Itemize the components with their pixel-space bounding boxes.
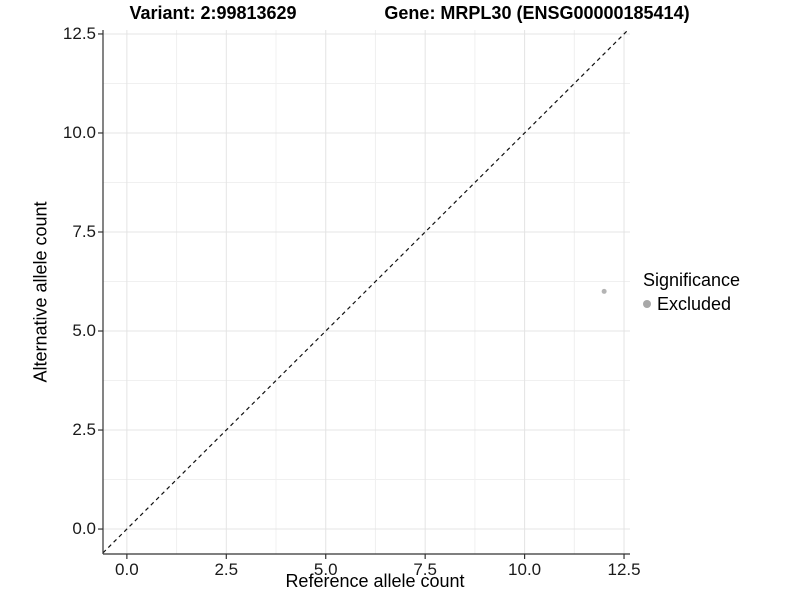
x-tick-label: 0.0 xyxy=(115,560,139,579)
y-tick-label: 2.5 xyxy=(72,420,96,440)
plot-title-variant: Variant: 2:99813629 xyxy=(129,3,297,23)
y-tick-label: 10.0 xyxy=(62,122,96,142)
x-tick-label: 5.0 xyxy=(313,560,338,579)
data-point-excluded xyxy=(601,288,607,294)
legend: Significance Excluded xyxy=(643,270,740,314)
legend-entry-label: Excluded xyxy=(657,294,732,314)
y-tick-label: 12.5 xyxy=(62,23,96,43)
legend-entry-excluded: Excluded xyxy=(643,294,740,314)
y-tick-label: 0.0 xyxy=(72,519,96,539)
x-tick-label: 2.5 xyxy=(214,560,239,579)
x-tick-label: 10.0 xyxy=(508,560,542,579)
x-tick-label: 7.5 xyxy=(413,560,437,579)
identity-dashed-line xyxy=(102,29,629,554)
y-tick-label: 5.0 xyxy=(72,321,96,340)
legend-point-icon xyxy=(643,300,651,308)
y-tick-label: 7.5 xyxy=(72,221,96,241)
plot-title-gene: Gene: MRPL30 (ENSG00000185414) xyxy=(384,3,690,23)
x-tick-label: 12.5 xyxy=(607,560,641,579)
legend-title: Significance xyxy=(643,270,741,290)
x-axis-title: Reference allele count xyxy=(285,571,465,591)
